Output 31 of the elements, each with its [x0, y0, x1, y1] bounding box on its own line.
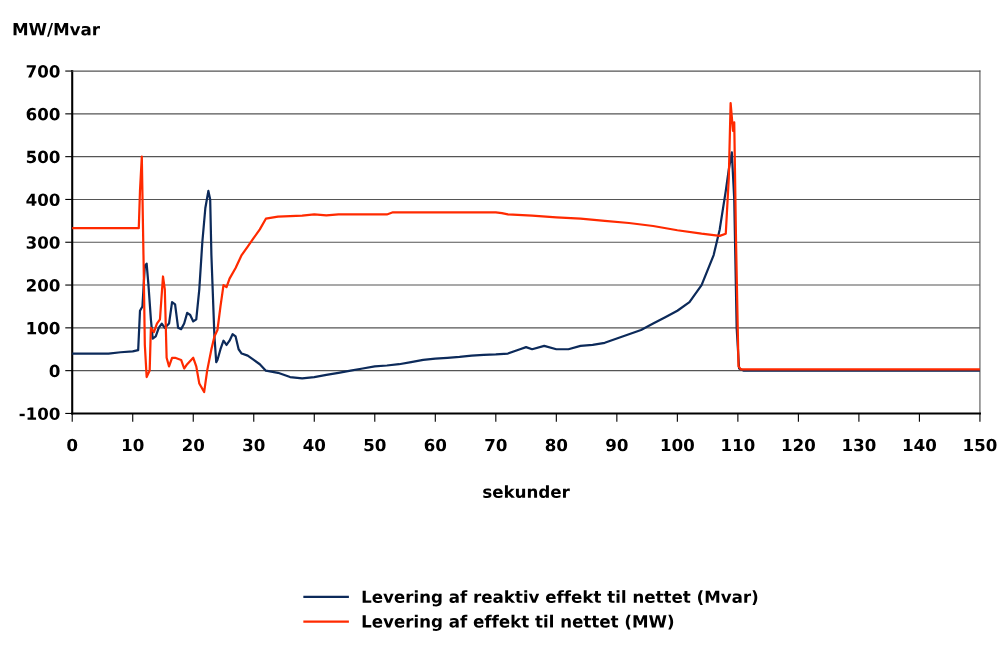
- x-tick-label: 90: [606, 438, 628, 452]
- y-tick-label: 700: [26, 65, 60, 78]
- line-series: [72, 151, 980, 380]
- x-axis-title: sekunder: [483, 485, 570, 499]
- y-tick-label: 200: [26, 279, 60, 292]
- x-tick-label: 70: [485, 438, 507, 452]
- x-tick-label: 110: [722, 438, 755, 452]
- line-series: [72, 102, 980, 394]
- x-tick-label: 80: [545, 438, 568, 452]
- legend-label: Levering af effekt til nettet (MW): [362, 614, 674, 631]
- x-tick-label: 100: [661, 438, 694, 452]
- y-tick-label: 400: [26, 193, 60, 207]
- x-tick-label: 130: [843, 438, 876, 452]
- x-tick-label: 10: [123, 438, 144, 452]
- x-tick-label: 20: [182, 438, 205, 452]
- x-tick-label: 150: [964, 438, 997, 452]
- y-tick-label: 600: [26, 107, 60, 121]
- y-tick-label: 0: [49, 364, 60, 378]
- y-tick-label: 300: [26, 236, 60, 249]
- legend-label: Levering af reaktiv effekt til nettet (Mvar): [362, 590, 758, 607]
- x-tick-label: 0: [67, 438, 78, 452]
- y-tick-label: 100: [27, 321, 60, 335]
- x-tick-label: 120: [782, 438, 815, 452]
- x-tick-label: 40: [303, 438, 326, 452]
- y-axis-title: MW/Mvar: [13, 23, 100, 37]
- y-tick-label: -100: [19, 407, 60, 421]
- x-tick-label: 60: [424, 438, 447, 452]
- y-tick-label: 500: [26, 150, 60, 164]
- x-tick-label: 50: [364, 438, 386, 452]
- x-tick-label: 140: [903, 438, 937, 452]
- x-tick-label: 30: [243, 438, 265, 452]
